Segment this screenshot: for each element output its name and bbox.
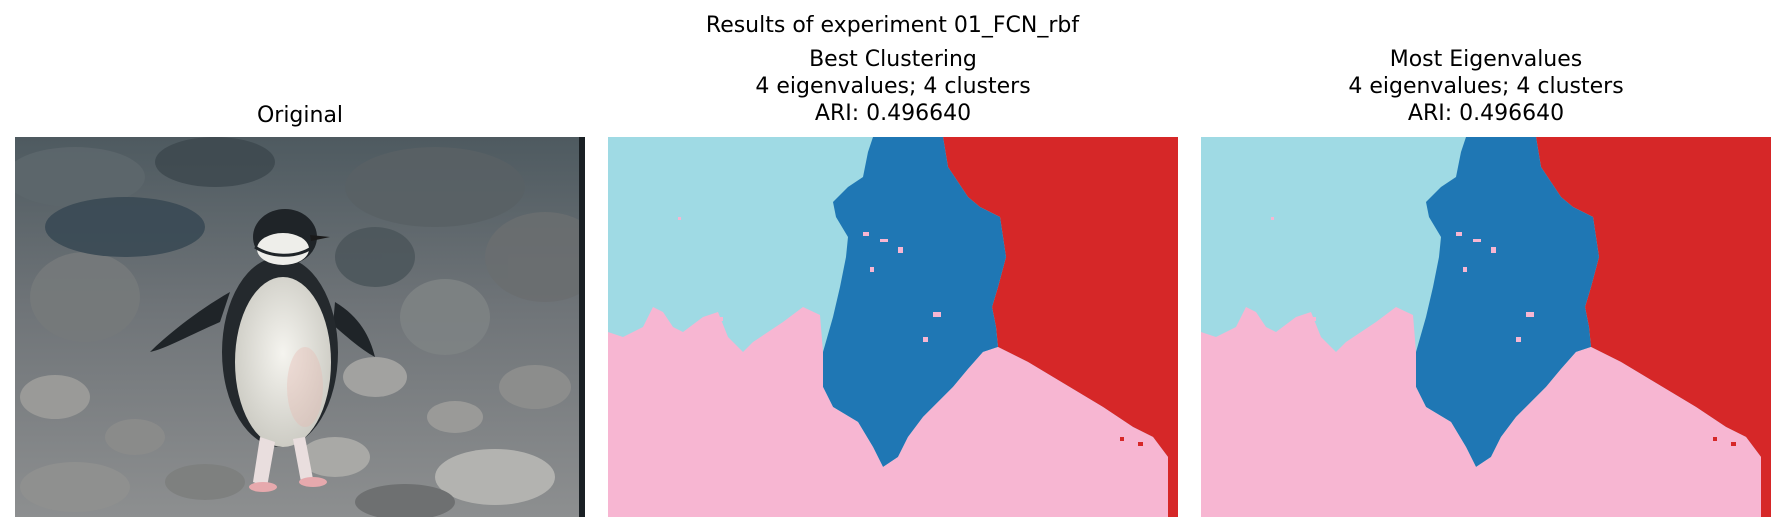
panel-title-original: Original xyxy=(15,102,585,129)
panel-title-best-clustering: Best Clustering 4 eigenvalues; 4 cluster… xyxy=(608,46,1178,127)
cluster-pink xyxy=(1201,307,1761,517)
segmentation-map xyxy=(1201,137,1771,517)
cluster-red xyxy=(1536,137,1771,517)
panel-title-line: 4 eigenvalues; 4 clusters xyxy=(755,74,1031,99)
most-eigenvalues-segmentation xyxy=(1201,137,1771,517)
figure-suptitle: Results of experiment 01_FCN_rbf xyxy=(705,13,1080,38)
penguin-figure xyxy=(150,209,375,492)
panel-title-line: Original xyxy=(256,103,344,128)
original-image xyxy=(15,137,585,517)
panel-title-line: Most Eigenvalues xyxy=(1389,47,1583,72)
cluster-pink xyxy=(608,307,1168,517)
panel-title-line: ARI: 0.496640 xyxy=(814,101,972,126)
best-clustering-segmentation xyxy=(608,137,1178,517)
panel-title-line: Best Clustering xyxy=(809,47,977,72)
panel-title-line: 4 eigenvalues; 4 clusters xyxy=(1348,74,1624,99)
cluster-red xyxy=(943,137,1178,517)
penguin-photo xyxy=(15,137,585,517)
panel-title-most-eigenvalues: Most Eigenvalues 4 eigenvalues; 4 cluste… xyxy=(1201,46,1771,127)
panel-title-line: ARI: 0.496640 xyxy=(1407,101,1565,126)
cluster-dark-blue xyxy=(1416,137,1599,467)
cluster-dark-blue xyxy=(823,137,1006,467)
segmentation-map xyxy=(608,137,1178,517)
